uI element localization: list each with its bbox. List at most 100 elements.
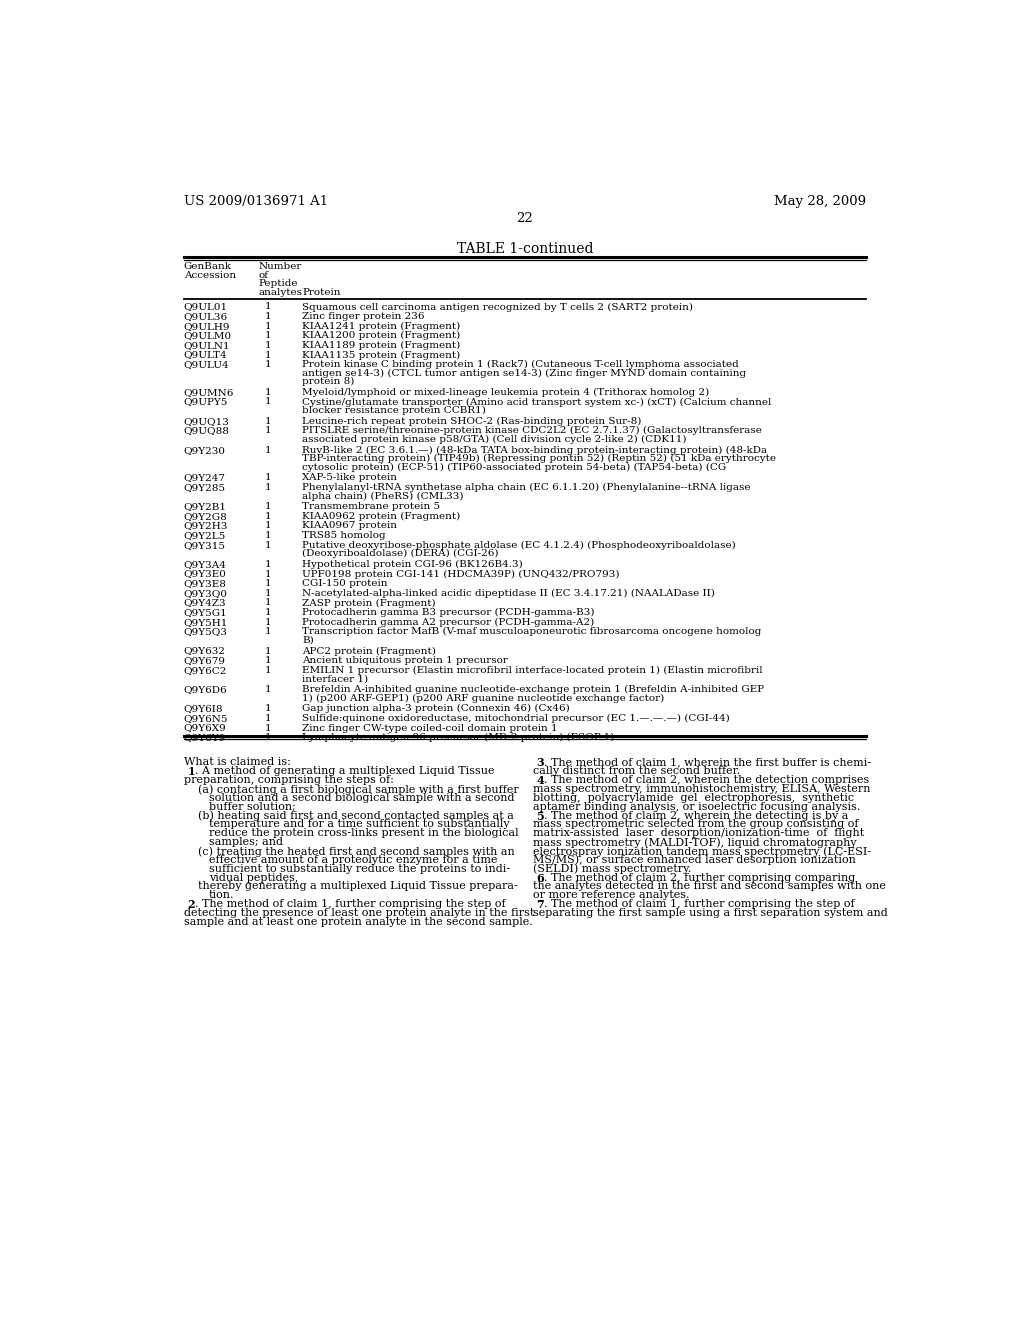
Text: 3: 3 [537,758,544,768]
Text: the analytes detected in the first and second samples with one: the analytes detected in the first and s… [532,882,886,891]
Text: Protocadherin gamma A2 precursor (PCDH-gamma-A2): Protocadherin gamma A2 precursor (PCDH-g… [302,618,595,627]
Text: (SELDI) mass spectrometry.: (SELDI) mass spectrometry. [532,863,691,874]
Text: KIAA1200 protein (Fragment): KIAA1200 protein (Fragment) [302,331,461,341]
Text: Q9Y247: Q9Y247 [183,474,226,482]
Text: TRS85 homolog: TRS85 homolog [302,531,386,540]
Text: TABLE 1-continued: TABLE 1-continued [457,242,593,256]
Text: KIAA1241 protein (Fragment): KIAA1241 protein (Fragment) [302,322,461,331]
Text: mass spectrometry, immunohistochemistry, ELISA, Western: mass spectrometry, immunohistochemistry,… [532,784,870,795]
Text: Q9Y285: Q9Y285 [183,483,226,492]
Text: B): B) [302,636,314,644]
Text: Q9Y2L5: Q9Y2L5 [183,531,226,540]
Text: Q9ULN1: Q9ULN1 [183,341,230,350]
Text: Peptide: Peptide [258,280,298,288]
Text: . A method of generating a multiplexed Liquid Tissue: . A method of generating a multiplexed L… [196,767,495,776]
Text: KIAA0962 protein (Fragment): KIAA0962 protein (Fragment) [302,512,461,521]
Text: Q9UQ88: Q9UQ88 [183,426,229,436]
Text: (a) contacting a first biological sample with a first buffer: (a) contacting a first biological sample… [198,784,518,795]
Text: samples; and: samples; and [209,837,283,847]
Text: Accession: Accession [183,271,236,280]
Text: 1: 1 [264,474,271,482]
Text: ZASP protein (Fragment): ZASP protein (Fragment) [302,598,436,607]
Text: Q9Y632: Q9Y632 [183,647,226,656]
Text: Protein kinase C binding protein 1 (Rack7) (Cutaneous T-cell lymphoma associated: Protein kinase C binding protein 1 (Rack… [302,360,739,370]
Text: 5: 5 [537,810,544,821]
Text: 1: 1 [264,541,271,549]
Text: electrospray ionization tandem mass spectrometry (LC-ESI-: electrospray ionization tandem mass spec… [532,846,870,857]
Text: Q9Y6C2: Q9Y6C2 [183,665,227,675]
Text: Squamous cell carcinoma antigen recognized by T cells 2 (SART2 protein): Squamous cell carcinoma antigen recogniz… [302,302,693,312]
Text: Hypothetical protein CGI-96 (BK126B4.3): Hypothetical protein CGI-96 (BK126B4.3) [302,560,523,569]
Text: Q9Y6Y9: Q9Y6Y9 [183,733,226,742]
Text: UPF0198 protein CGI-141 (HDCMA39P) (UNQ432/PRO793): UPF0198 protein CGI-141 (HDCMA39P) (UNQ4… [302,570,620,578]
Text: 1: 1 [264,733,271,742]
Text: . The method of claim 1, wherein the first buffer is chemi-: . The method of claim 1, wherein the fir… [544,758,871,767]
Text: reduce the protein cross-links present in the biological: reduce the protein cross-links present i… [209,829,518,838]
Text: Q9UMN6: Q9UMN6 [183,388,234,397]
Text: (c) treating the heated first and second samples with an: (c) treating the heated first and second… [198,846,514,857]
Text: 1: 1 [264,331,271,341]
Text: preparation, comprising the steps of:: preparation, comprising the steps of: [183,775,393,785]
Text: mass spectrometry (MALDI-TOF), liquid chromatography: mass spectrometry (MALDI-TOF), liquid ch… [532,837,856,847]
Text: 1: 1 [264,341,271,350]
Text: APC2 protein (Fragment): APC2 protein (Fragment) [302,647,436,656]
Text: Transcription factor MafB (V-maf musculoaponeurotic fibrosarcoma oncogene homolo: Transcription factor MafB (V-maf musculo… [302,627,762,636]
Text: protein 8): protein 8) [302,378,354,387]
Text: Q9Y6D6: Q9Y6D6 [183,685,227,694]
Text: Q9Y5G1: Q9Y5G1 [183,609,227,616]
Text: Q9ULT4: Q9ULT4 [183,351,227,359]
Text: . The method of claim 2, wherein the detection comprises: . The method of claim 2, wherein the det… [544,775,869,785]
Text: 1: 1 [264,618,271,627]
Text: 6: 6 [537,873,544,883]
Text: XAP-5-like protein: XAP-5-like protein [302,474,397,482]
Text: Q9ULH9: Q9ULH9 [183,322,230,330]
Text: 1: 1 [264,388,271,397]
Text: Q9Y230: Q9Y230 [183,446,226,454]
Text: 1: 1 [264,302,271,312]
Text: 7: 7 [537,899,544,911]
Text: What is claimed is:: What is claimed is: [183,758,291,767]
Text: aptamer binding analysis, or isoelectric focusing analysis.: aptamer binding analysis, or isoelectric… [532,801,860,812]
Text: detecting the presence of least one protein analyte in the first: detecting the presence of least one prot… [183,908,535,917]
Text: 1: 1 [264,360,271,370]
Text: effective amount of a proteolytic enzyme for a time: effective amount of a proteolytic enzyme… [209,855,497,865]
Text: 1: 1 [264,560,271,569]
Text: 1: 1 [264,656,271,665]
Text: 1: 1 [264,665,271,675]
Text: 1: 1 [264,589,271,598]
Text: 1: 1 [264,714,271,723]
Text: Q9UPY5: Q9UPY5 [183,397,228,407]
Text: 1: 1 [264,521,271,531]
Text: KIAA1189 protein (Fragment): KIAA1189 protein (Fragment) [302,341,461,350]
Text: Q9Y315: Q9Y315 [183,541,226,549]
Text: . The method of claim 2, further comprising comparing: . The method of claim 2, further compris… [544,873,855,883]
Text: Protocadherin gamma B3 precursor (PCDH-gamma-B3): Protocadherin gamma B3 precursor (PCDH-g… [302,609,595,618]
Text: Q9Y3E8: Q9Y3E8 [183,579,226,589]
Text: 1: 1 [264,322,271,330]
Text: Q9ULM0: Q9ULM0 [183,331,231,341]
Text: GenBank: GenBank [183,263,231,272]
Text: of: of [258,271,268,280]
Text: Zinc finger CW-type coiled-coil domain protein 1: Zinc finger CW-type coiled-coil domain p… [302,723,558,733]
Text: Q9Y2H3: Q9Y2H3 [183,521,228,531]
Text: Q9ULU4: Q9ULU4 [183,360,229,370]
Text: sufficient to substantially reduce the proteins to indi-: sufficient to substantially reduce the p… [209,863,510,874]
Text: temperature and for a time sufficient to substantially: temperature and for a time sufficient to… [209,820,509,829]
Text: antigen se14-3) (CTCL tumor antigen se14-3) (Zinc finger MYND domain containing: antigen se14-3) (CTCL tumor antigen se14… [302,368,746,378]
Text: Q9Y2G8: Q9Y2G8 [183,512,227,521]
Text: 1: 1 [187,767,196,777]
Text: 1: 1 [264,647,271,656]
Text: . The method of claim 1, further comprising the step of: . The method of claim 1, further compris… [196,899,506,909]
Text: 1: 1 [264,512,271,521]
Text: Zinc finger protein 236: Zinc finger protein 236 [302,312,425,321]
Text: Protein: Protein [302,288,341,297]
Text: cally distinct from the second buffer.: cally distinct from the second buffer. [532,767,739,776]
Text: Q9UL36: Q9UL36 [183,312,228,321]
Text: Q9Y679: Q9Y679 [183,656,226,665]
Text: tion.: tion. [209,890,234,900]
Text: Q9Y5Q3: Q9Y5Q3 [183,627,227,636]
Text: Leucine-rich repeat protein SHOC-2 (Ras-binding protein Sur-8): Leucine-rich repeat protein SHOC-2 (Ras-… [302,417,642,426]
Text: blotting,  polyacrylamide  gel  electrophoresis,  synthetic: blotting, polyacrylamide gel electrophor… [532,793,854,803]
Text: 1: 1 [264,609,271,616]
Text: separating the first sample using a first separation system and: separating the first sample using a firs… [532,908,888,917]
